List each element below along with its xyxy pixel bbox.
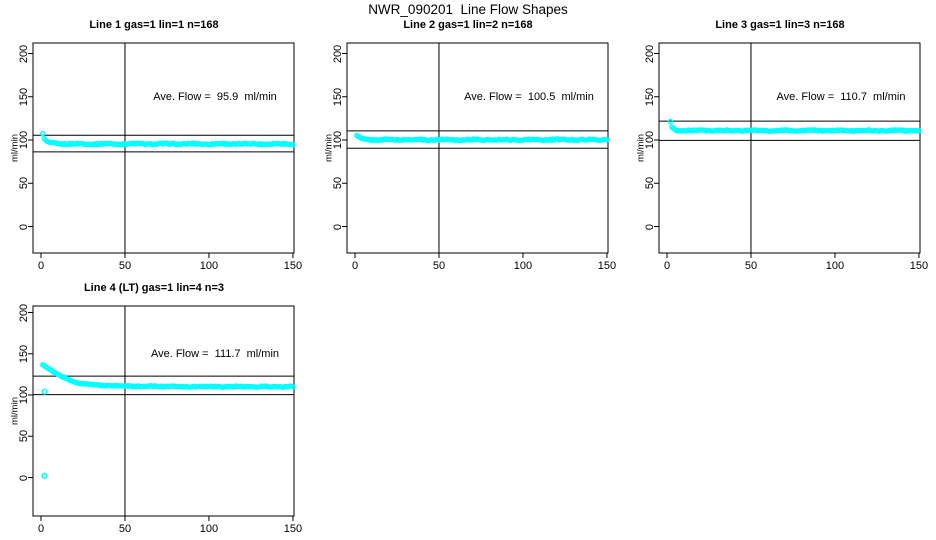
y-tick-label: 0 bbox=[18, 223, 30, 230]
data-point bbox=[40, 130, 46, 137]
y-tick-label: 50 bbox=[644, 177, 656, 190]
plot-area-line-2 bbox=[342, 42, 610, 258]
panel-title-line-3: Line 3 gas=1 lin=3 n=168 bbox=[715, 19, 845, 31]
panel-line-3: Line 3 gas=1 lin=3 n=168 Ave. Flow = 110… bbox=[634, 10, 929, 283]
data-point bbox=[290, 141, 296, 148]
data-point bbox=[916, 127, 922, 134]
x-tick-label: 0 bbox=[37, 260, 45, 272]
x-tick-label: 100 bbox=[199, 260, 219, 272]
y-tick-label: 100 bbox=[18, 130, 30, 150]
ave-flow-annotation-line-4: Ave. Flow = 111.7 ml/min bbox=[150, 348, 280, 360]
y-tick-label: 150 bbox=[332, 87, 344, 106]
ave-flow-annotation-line-2: Ave. Flow = 100.5 ml/min bbox=[464, 91, 594, 103]
y-tick-label: 100 bbox=[644, 130, 656, 150]
x-tick-label: 100 bbox=[199, 523, 219, 535]
panel-line-2: Line 2 gas=1 lin=2 n=168 Ave. Flow = 100… bbox=[322, 10, 617, 283]
plot-box bbox=[346, 42, 609, 254]
y-tick-label: 50 bbox=[18, 177, 30, 190]
x-tick-label: 150 bbox=[597, 260, 617, 272]
y-tick-label: 0 bbox=[332, 223, 344, 230]
data-point bbox=[290, 384, 296, 390]
y-tick-label: 200 bbox=[18, 44, 30, 63]
x-tick-label: 0 bbox=[351, 260, 359, 272]
y-tick-label: 0 bbox=[644, 223, 656, 230]
data-point bbox=[604, 136, 610, 143]
plot-area-line-3 bbox=[654, 42, 922, 258]
y-tick-label: 150 bbox=[18, 87, 30, 106]
y-tick-label: 200 bbox=[644, 44, 656, 63]
plot-box bbox=[32, 42, 295, 254]
y-tick-label: 150 bbox=[644, 87, 656, 106]
panel-title-line-2: Line 2 gas=1 lin=2 n=168 bbox=[403, 19, 533, 31]
figure-title: NWR_090201 Line Flow Shapes bbox=[368, 2, 568, 17]
y-tick-label: 100 bbox=[332, 130, 344, 150]
y-tick-label: 50 bbox=[18, 430, 30, 443]
x-tick-label: 150 bbox=[283, 260, 303, 272]
y-tick-label: 200 bbox=[18, 303, 30, 322]
plot-area-line-4 bbox=[28, 305, 296, 521]
ave-flow-annotation-line-1: Ave. Flow = 95.9 ml/min bbox=[153, 91, 277, 103]
y-tick-label: 0 bbox=[18, 474, 30, 481]
outlier-point bbox=[41, 472, 48, 479]
x-tick-label: 150 bbox=[283, 523, 303, 535]
plot-area-line-1 bbox=[28, 42, 296, 258]
panel-title-line-1: Line 1 gas=1 lin=1 n=168 bbox=[89, 19, 219, 31]
ave-flow-annotation-line-3: Ave. Flow = 110.7 ml/min bbox=[776, 91, 906, 103]
x-tick-label: 0 bbox=[37, 523, 45, 535]
x-tick-label: 50 bbox=[432, 260, 446, 272]
panel-title-line-4: Line 4 (LT) gas=1 lin=4 n=3 bbox=[83, 282, 225, 294]
data-point bbox=[667, 118, 674, 125]
y-tick-label: 200 bbox=[332, 44, 344, 63]
plot-box bbox=[658, 42, 921, 254]
plot-box bbox=[32, 305, 295, 517]
x-tick-label: 100 bbox=[825, 260, 845, 272]
x-tick-label: 50 bbox=[118, 260, 132, 272]
x-tick-label: 50 bbox=[118, 523, 132, 535]
y-tick-label: 50 bbox=[332, 177, 344, 190]
outlier-point bbox=[41, 388, 48, 395]
y-tick-label: 100 bbox=[18, 385, 30, 405]
panel-line-4: Line 4 (LT) gas=1 lin=4 n=3 Ave. Flow = … bbox=[8, 273, 303, 540]
x-tick-label: 0 bbox=[663, 260, 671, 272]
panel-line-1: Line 1 gas=1 lin=1 n=168 Ave. Flow = 95.… bbox=[8, 10, 303, 283]
x-tick-label: 100 bbox=[513, 260, 533, 272]
x-tick-label: 50 bbox=[744, 260, 758, 272]
y-tick-label: 150 bbox=[18, 344, 30, 363]
x-tick-label: 150 bbox=[909, 260, 929, 272]
